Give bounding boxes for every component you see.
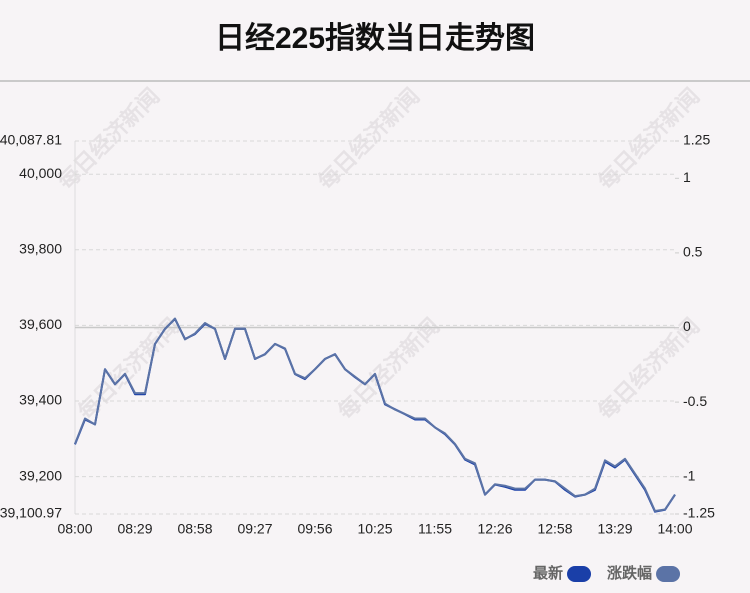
x-tick-label: 08:29 xyxy=(117,521,152,537)
y-tick-label: 40,087.81 xyxy=(0,132,62,148)
x-tick-label: 14:00 xyxy=(657,521,692,537)
y-tick-label: 39,200 xyxy=(19,467,62,483)
y2-tick-label: 0 xyxy=(683,318,691,334)
x-tick-label: 08:00 xyxy=(57,521,92,537)
legend-swatch xyxy=(567,566,592,582)
y2-tick-label: 1.25 xyxy=(683,132,710,148)
x-tick-label: 09:27 xyxy=(237,521,272,537)
line-series xyxy=(74,317,676,512)
y2-tick-label: -0.5 xyxy=(683,393,707,409)
y-tick-label: 39,400 xyxy=(19,392,62,408)
legend-label: 涨跌幅 xyxy=(607,564,652,582)
y-tick-label: 39,800 xyxy=(19,240,62,256)
y-tick-label: 39,600 xyxy=(19,316,62,332)
y-tick-label: 39,100.97 xyxy=(0,505,62,521)
x-tick-label: 09:56 xyxy=(297,521,332,537)
x-tick-label: 11:55 xyxy=(418,521,452,537)
x-tick-label: 13:29 xyxy=(597,521,632,537)
y2-tick-label: -1 xyxy=(683,467,696,483)
y2-tick-label: 1 xyxy=(683,169,691,185)
x-tick-label: 12:58 xyxy=(537,521,572,537)
x-tick-label: 10:25 xyxy=(357,521,392,537)
legend-label: 最新 xyxy=(533,564,563,582)
legend-swatch xyxy=(656,566,681,582)
y2-tick-label: -1.25 xyxy=(683,505,715,521)
x-tick-label: 08:58 xyxy=(177,521,212,537)
chart-title: 日经225指数当日走势图 xyxy=(215,21,535,55)
y2-tick-label: 0.5 xyxy=(683,244,703,260)
y-tick-label: 40,000 xyxy=(19,165,62,181)
x-tick-label: 12:26 xyxy=(477,521,512,537)
